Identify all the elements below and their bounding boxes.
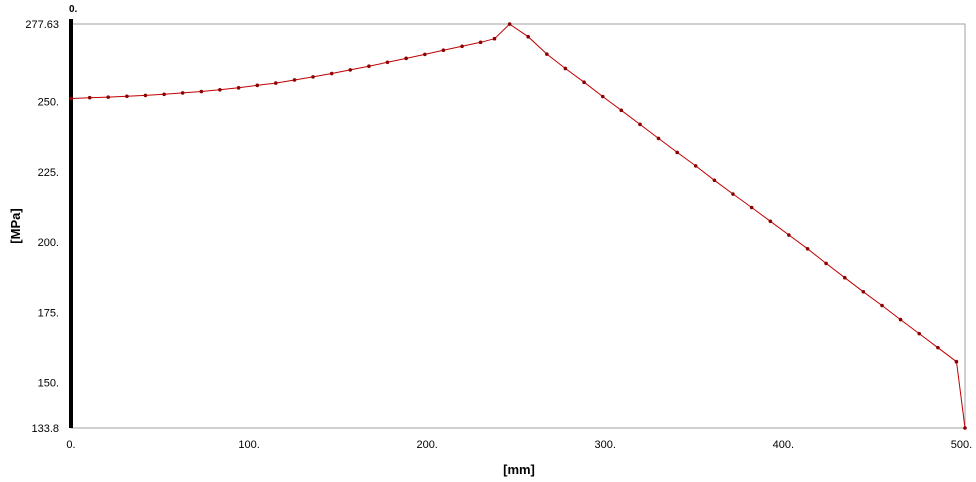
data-point: [180, 91, 185, 95]
y-axis-ticks: 133.8 150. 175. 200. 225. 250. 277.63: [25, 19, 59, 435]
y-tick-label: 200.: [38, 237, 59, 249]
data-point: [125, 94, 129, 99]
data-point: [582, 80, 586, 85]
data-point: [675, 150, 680, 155]
data-point: [274, 81, 278, 85]
data-point: [423, 52, 427, 57]
x-tick-label: 100.: [238, 439, 259, 451]
data-point: [69, 96, 73, 101]
data-point: [329, 71, 334, 76]
data-point: [199, 89, 204, 94]
data-point: [106, 95, 111, 99]
x-tick-label: 400.: [773, 439, 794, 451]
y-axis-title: [MPa]: [8, 208, 23, 243]
data-point: [693, 164, 698, 168]
data-point: [507, 22, 512, 26]
data-point: [385, 60, 390, 65]
data-point: [143, 93, 148, 98]
data-point: [638, 122, 642, 127]
y-tick-label: 225.: [38, 167, 59, 179]
data-point: [861, 289, 866, 294]
data-point: [712, 178, 717, 183]
y-tick-label: 150.: [38, 377, 59, 389]
x-axis-title: [mm]: [503, 462, 535, 477]
y-tick-label: 277.63: [25, 19, 59, 31]
data-point: [963, 426, 967, 430]
data-point: [656, 136, 661, 141]
data-point: [404, 56, 408, 61]
x-axis-ticks: 0. 100. 200. 300. 400. 500.: [66, 439, 972, 451]
stress-series-line: [70, 23, 966, 429]
data-point: [236, 86, 241, 90]
data-point: [460, 44, 464, 49]
plot-frame: [70, 23, 966, 429]
data-point: [936, 345, 940, 350]
x-tick-label: 300.: [595, 439, 616, 451]
y-tick-label: 175.: [38, 307, 59, 319]
data-point: [348, 68, 353, 72]
y-tick-label: 133.8: [31, 423, 59, 435]
probe-marker-label: 0.: [69, 4, 78, 15]
data-point: [880, 303, 884, 308]
data-point: [898, 317, 903, 322]
data-point: [218, 88, 222, 92]
data-point: [87, 95, 92, 100]
data-point: [311, 75, 315, 79]
y-tick-label: 250.: [38, 97, 59, 109]
x-tick-label: 0.: [66, 439, 75, 451]
data-point: [441, 48, 446, 53]
data-point: [162, 92, 166, 97]
data-point: [731, 192, 735, 196]
data-point: [255, 83, 260, 88]
data-point: [768, 219, 773, 224]
x-tick-label: 200.: [416, 439, 437, 451]
stress-series-points: [69, 22, 967, 430]
data-point: [367, 64, 371, 69]
data-point: [292, 78, 297, 82]
data-point: [563, 66, 568, 71]
data-point: [917, 331, 922, 336]
data-point: [492, 36, 497, 41]
data-point: [600, 94, 605, 99]
data-point: [526, 34, 530, 39]
data-point: [545, 52, 549, 56]
data-point: [478, 40, 483, 45]
data-point: [619, 108, 624, 113]
data-point: [787, 233, 791, 237]
data-point: [842, 275, 847, 280]
x-tick-label: 500.: [951, 439, 972, 451]
data-point: [749, 205, 754, 210]
data-point: [824, 261, 828, 266]
data-point: [954, 359, 959, 364]
data-point: [805, 246, 810, 251]
